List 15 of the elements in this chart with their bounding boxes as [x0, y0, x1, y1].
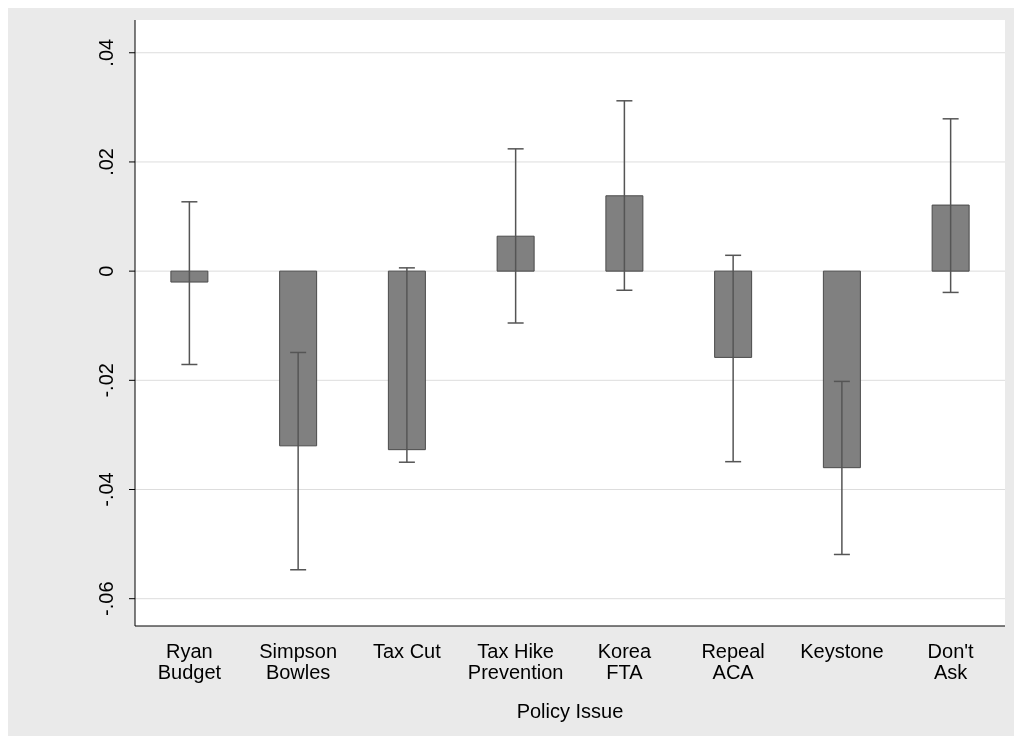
x-tick-label: Tax Hike Prevention [467, 640, 564, 683]
y-tick-label: .02 [95, 148, 117, 176]
x-tick-label: Simpson Bowles [259, 640, 338, 683]
x-tick-label: Ryan Budget [157, 640, 222, 683]
y-tick-label: -.06 [95, 581, 117, 616]
y-tick-label: -.04 [95, 472, 117, 507]
x-tick-label: Don't Ask [927, 640, 975, 683]
x-tick-label: Korea FTA [597, 640, 652, 683]
x-tick-label: Tax Cut [372, 640, 442, 662]
x-tick-label: Keystone [800, 640, 884, 662]
y-tick-label: .04 [95, 38, 117, 67]
y-tick-label: -.02 [95, 363, 117, 398]
x-tick-label: Repeal ACA [701, 640, 765, 683]
x-axis-title: Policy Issue [516, 700, 624, 722]
y-tick-label: 0 [95, 265, 117, 277]
